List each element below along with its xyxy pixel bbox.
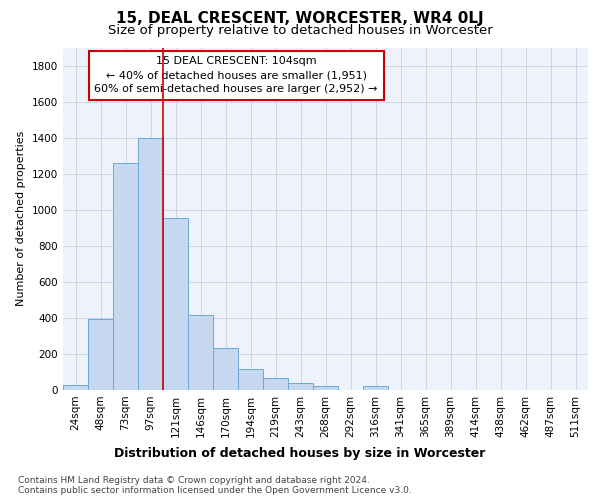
- Bar: [88, 319, 113, 390]
- Bar: [188, 315, 213, 390]
- Bar: [263, 378, 288, 390]
- Bar: [63, 386, 88, 390]
- Bar: [138, 138, 163, 390]
- Bar: [238, 370, 263, 390]
- Bar: [288, 383, 313, 390]
- Text: 15 DEAL CRESCENT: 104sqm
← 40% of detached houses are smaller (1,951)
60% of sem: 15 DEAL CRESCENT: 104sqm ← 40% of detach…: [95, 56, 378, 94]
- Bar: [113, 163, 138, 390]
- Bar: [163, 218, 188, 390]
- Text: Size of property relative to detached houses in Worcester: Size of property relative to detached ho…: [107, 24, 493, 37]
- Bar: [363, 386, 388, 390]
- Text: Contains HM Land Registry data © Crown copyright and database right 2024.
Contai: Contains HM Land Registry data © Crown c…: [18, 476, 412, 496]
- Y-axis label: Number of detached properties: Number of detached properties: [16, 131, 26, 306]
- Bar: [313, 386, 338, 390]
- Text: 15, DEAL CRESCENT, WORCESTER, WR4 0LJ: 15, DEAL CRESCENT, WORCESTER, WR4 0LJ: [116, 11, 484, 26]
- Bar: [213, 348, 238, 390]
- Text: Distribution of detached houses by size in Worcester: Distribution of detached houses by size …: [115, 448, 485, 460]
